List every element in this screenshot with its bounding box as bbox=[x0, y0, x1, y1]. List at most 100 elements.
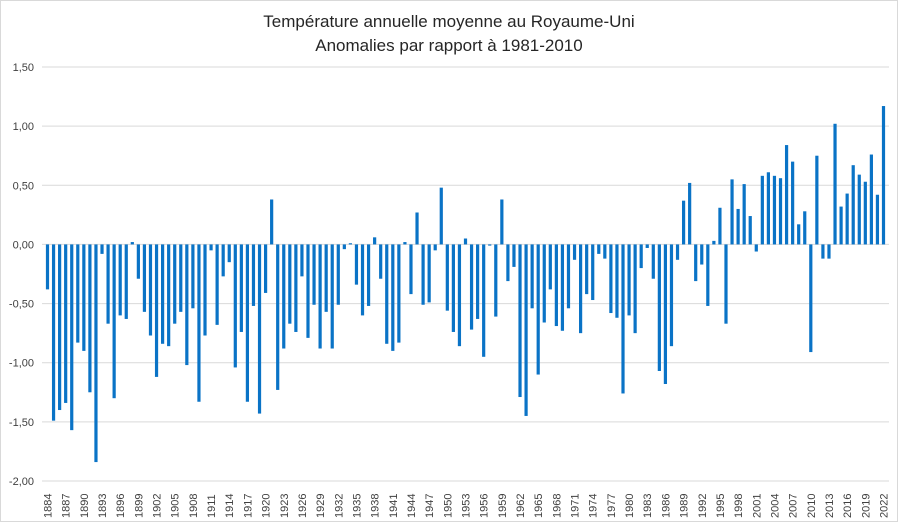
bar-1971 bbox=[572, 244, 577, 260]
x-tick-label: 1944 bbox=[406, 494, 418, 518]
bar-2022 bbox=[881, 106, 886, 245]
bar-1888 bbox=[70, 244, 74, 431]
bar-1884 bbox=[45, 244, 50, 290]
bar-1943 bbox=[403, 242, 407, 245]
bar-1949 bbox=[439, 187, 443, 245]
x-tick-label: 1995 bbox=[715, 494, 727, 518]
bar-1957 bbox=[488, 244, 492, 246]
bar-1983 bbox=[645, 244, 649, 248]
bar-1892 bbox=[94, 244, 98, 463]
bar-1923 bbox=[282, 244, 286, 349]
bar-1895 bbox=[112, 244, 116, 399]
bar-1901 bbox=[148, 244, 153, 336]
bar-1917 bbox=[245, 244, 250, 402]
bar-1924 bbox=[288, 244, 292, 324]
bar-1906 bbox=[179, 244, 183, 312]
bar-1955 bbox=[476, 244, 480, 319]
bar-1896 bbox=[118, 244, 122, 316]
bar-1891 bbox=[88, 244, 92, 393]
x-tick-label: 2022 bbox=[879, 494, 891, 518]
bar-1945 bbox=[415, 212, 419, 245]
x-tick-label: 2001 bbox=[751, 494, 763, 518]
bar-1960 bbox=[506, 244, 510, 282]
bar-2018 bbox=[857, 174, 861, 245]
bar-1951 bbox=[451, 244, 455, 332]
bar-2000 bbox=[748, 216, 752, 245]
x-tick-label: 1950 bbox=[442, 494, 454, 518]
bar-1933 bbox=[342, 244, 346, 250]
bar-1902 bbox=[154, 244, 159, 377]
bar-1909 bbox=[197, 244, 201, 402]
bar-2019 bbox=[863, 181, 867, 245]
bar-1999 bbox=[742, 184, 746, 245]
x-tick-label: 1971 bbox=[570, 494, 582, 518]
bar-1989 bbox=[681, 200, 686, 245]
bar-1964 bbox=[530, 244, 534, 309]
x-tick-label: 1989 bbox=[679, 494, 691, 518]
x-tick-label: 1965 bbox=[533, 494, 545, 518]
bar-1980 bbox=[627, 244, 631, 316]
bar-1965 bbox=[536, 244, 540, 375]
bar-1919 bbox=[257, 244, 262, 414]
bar-1990 bbox=[688, 182, 692, 245]
x-tick-label: 1899 bbox=[133, 494, 145, 518]
bar-1936 bbox=[360, 244, 365, 316]
x-tick-label: 1941 bbox=[388, 494, 400, 518]
bar-1927 bbox=[306, 244, 310, 338]
bar-1948 bbox=[433, 244, 437, 251]
chart-subtitle: Anomalies par rapport à 1981-2010 bbox=[315, 36, 582, 55]
bar-1910 bbox=[203, 244, 207, 336]
bar-1958 bbox=[494, 244, 498, 317]
x-tick-label: 1959 bbox=[497, 494, 509, 518]
bar-1946 bbox=[421, 244, 425, 305]
x-tick-label: 1917 bbox=[242, 494, 254, 518]
bar-1932 bbox=[336, 244, 340, 305]
bar-1944 bbox=[409, 244, 413, 295]
x-tick-label: 1962 bbox=[515, 494, 527, 518]
bar-1988 bbox=[675, 244, 680, 260]
bar-2014 bbox=[833, 123, 837, 245]
x-tick-label: 1983 bbox=[642, 494, 654, 518]
bar-1934 bbox=[348, 243, 352, 245]
x-tick-label: 1929 bbox=[315, 494, 327, 518]
bar-1887 bbox=[64, 244, 68, 403]
bar-2009 bbox=[803, 211, 807, 245]
bar-1994 bbox=[712, 240, 716, 245]
bar-1885 bbox=[51, 244, 56, 421]
bar-1903 bbox=[161, 244, 165, 344]
y-tick-label: 1,00 bbox=[13, 121, 34, 133]
x-tick-label: 1992 bbox=[697, 494, 709, 518]
bar-1975 bbox=[597, 244, 601, 254]
bar-1947 bbox=[427, 244, 431, 303]
bar-2010 bbox=[809, 244, 813, 353]
bar-1893 bbox=[100, 244, 104, 254]
bar-1941 bbox=[391, 244, 395, 351]
x-tick-label: 2013 bbox=[824, 494, 836, 518]
x-tick-label: 1926 bbox=[297, 494, 309, 518]
x-tick-label: 1947 bbox=[424, 494, 436, 518]
bar-1914 bbox=[227, 244, 231, 263]
x-tick-label: 1968 bbox=[551, 494, 563, 518]
x-tick-label: 1932 bbox=[333, 494, 345, 518]
bar-2007 bbox=[791, 161, 795, 245]
bar-1993 bbox=[706, 244, 710, 306]
bar-1954 bbox=[469, 244, 474, 330]
bar-1976 bbox=[603, 244, 607, 259]
bar-1970 bbox=[566, 244, 571, 309]
x-tick-label: 2019 bbox=[860, 494, 872, 518]
x-tick-label: 1938 bbox=[370, 494, 382, 518]
bar-1950 bbox=[445, 244, 449, 311]
bar-1929 bbox=[318, 244, 322, 349]
y-tick-label: -2,00 bbox=[9, 476, 34, 488]
bar-1968 bbox=[554, 244, 558, 327]
bar-1969 bbox=[560, 244, 565, 331]
y-tick-label: -0,50 bbox=[9, 299, 34, 311]
bar-1942 bbox=[397, 244, 401, 343]
bar-2012 bbox=[821, 244, 825, 259]
bar-1889 bbox=[76, 244, 80, 343]
bar-1925 bbox=[294, 244, 298, 332]
bar-2002 bbox=[760, 175, 764, 245]
x-tick-label: 1956 bbox=[479, 494, 491, 518]
bar-1967 bbox=[548, 244, 552, 290]
bar-2021 bbox=[875, 194, 880, 245]
